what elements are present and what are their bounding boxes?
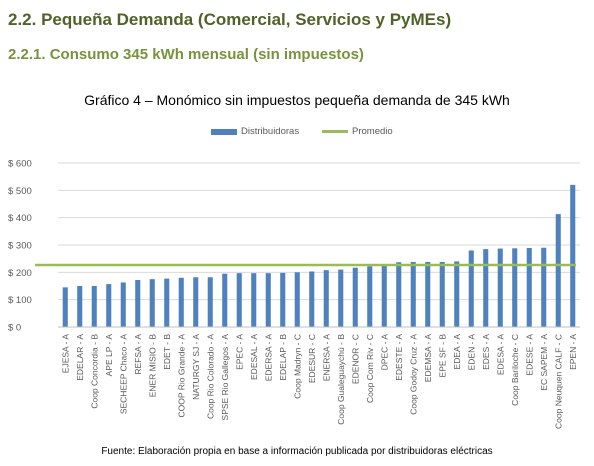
bar <box>62 287 68 327</box>
x-tick-label: Coop Madryn - C <box>292 334 302 399</box>
legend-swatch-bar <box>211 128 237 135</box>
bar <box>323 270 329 327</box>
bar <box>439 261 445 327</box>
y-tick-label: $ 400 <box>8 213 32 224</box>
bar <box>222 273 228 327</box>
x-tick-label: Coop Com Riv - C <box>365 334 375 403</box>
y-tick-label: $ 500 <box>8 186 32 197</box>
x-tick-label: EDERSA - A <box>263 334 273 382</box>
bar <box>555 214 561 327</box>
x-tick-label: APE LP - A <box>104 334 114 377</box>
bar <box>164 278 170 327</box>
bar <box>497 248 503 327</box>
bar <box>309 271 315 327</box>
y-tick-label: $ 100 <box>8 295 32 306</box>
bar <box>338 269 344 327</box>
legend-item-distribuidoras: Distribuidoras <box>211 126 299 137</box>
x-tick-label: DPEC - A <box>379 334 389 371</box>
x-tick-label: EPEN - A <box>568 334 578 370</box>
x-tick-label: EDESUR - C <box>307 334 317 383</box>
bar <box>396 262 402 327</box>
x-tick-label: SPSE Rio Gallegos - A <box>220 334 230 421</box>
bar <box>251 273 257 327</box>
chart-legend: Distribuidoras Promedio <box>0 126 594 140</box>
bar <box>149 279 155 327</box>
x-tick-label: Coop Gualeguaychú - B <box>336 334 346 425</box>
section-title: 2.2. Pequeña Demanda (Comercial, Servici… <box>8 10 452 29</box>
x-tick-label: EDESAL - A <box>249 334 259 380</box>
source-note: Fuente: Elaboración propia en base a inf… <box>101 446 493 457</box>
x-tick-label: EDELAP - B <box>278 334 288 381</box>
bar <box>381 265 387 327</box>
bar <box>106 284 112 327</box>
x-tick-label: EDELAR - A <box>75 334 85 381</box>
x-tick-label: EDENOR - C <box>350 334 360 384</box>
x-tick-label: ENERSA - A <box>321 334 331 382</box>
x-tick-label: Coop Rio Colorado - A <box>205 334 215 419</box>
x-tick-label: EDEMSA - A <box>423 334 433 383</box>
x-tick-label: EDEN - A <box>466 334 476 371</box>
x-tick-label: REFSA - A <box>133 334 143 375</box>
bar <box>410 261 416 327</box>
bar <box>265 273 271 327</box>
bar <box>483 249 489 327</box>
x-tick-label: SECHEEP Chaco - A <box>118 334 128 414</box>
bar <box>425 261 431 327</box>
y-tick-label: $ 600 <box>8 159 32 170</box>
x-tick-label: EDES - A <box>481 334 491 370</box>
bar <box>135 279 141 327</box>
y-tick-label: $ 300 <box>8 241 32 252</box>
bar <box>207 277 213 327</box>
x-tick-label: COOP Rio Grande - A <box>176 334 186 418</box>
bar <box>512 248 518 327</box>
x-tick-label: EDESA - A <box>495 334 505 375</box>
x-tick-label: ENER MISIO - B <box>147 334 157 398</box>
legend-label-promedio: Promedio <box>352 126 393 137</box>
bar <box>294 272 300 327</box>
x-tick-label: EDESE - A <box>524 334 534 376</box>
x-tick-label: EDET - B <box>162 334 172 370</box>
x-tick-label: NATURGY SJ - A <box>191 334 201 400</box>
legend-item-promedio: Promedio <box>322 126 393 137</box>
bar <box>454 261 460 327</box>
bar <box>193 277 199 327</box>
bar <box>352 267 358 327</box>
chart-title: Gráfico 4 – Monómico sin impuestos peque… <box>84 92 510 108</box>
legend-swatch-line <box>322 130 348 133</box>
bar <box>77 286 83 327</box>
bar-chart: $ 0 $ 100 $ 200 $ 300 $ 400 $ 500 $ 600 EJESA -… <box>8 159 580 429</box>
x-tick-label: EDEA - A <box>452 334 462 370</box>
bar <box>526 248 532 327</box>
x-tick-label: EPEC - A <box>234 334 244 370</box>
y-tick-label: $ 200 <box>8 268 32 279</box>
x-tick-label: EPE SF - B <box>437 334 447 378</box>
x-tick-label: EDESTE - A <box>394 334 404 381</box>
x-tick-label: Coop Godoy Cruz - A <box>408 334 418 415</box>
legend-label-distribuidoras: Distribuidoras <box>241 126 300 137</box>
bar <box>280 272 286 327</box>
bar <box>367 266 373 327</box>
bar <box>178 277 184 327</box>
bar <box>236 273 242 327</box>
y-tick-label: $ 0 <box>8 323 21 334</box>
x-tick-label: Coop Concordia - B <box>89 334 99 409</box>
x-tick-label: Coop Neuquen CALF - C <box>553 334 563 429</box>
bar <box>541 247 547 327</box>
x-tick-label: EJESA - A <box>60 334 70 374</box>
subsection-title: 2.2.1. Consumo 345 kWh mensual (sin impu… <box>8 46 364 63</box>
bar <box>91 286 97 327</box>
bar <box>468 250 474 327</box>
bar <box>120 282 126 327</box>
x-tick-label: Coop Bariloche - C <box>510 334 520 406</box>
bar <box>570 184 576 327</box>
x-tick-label: EC SAPEM - A <box>539 334 549 391</box>
